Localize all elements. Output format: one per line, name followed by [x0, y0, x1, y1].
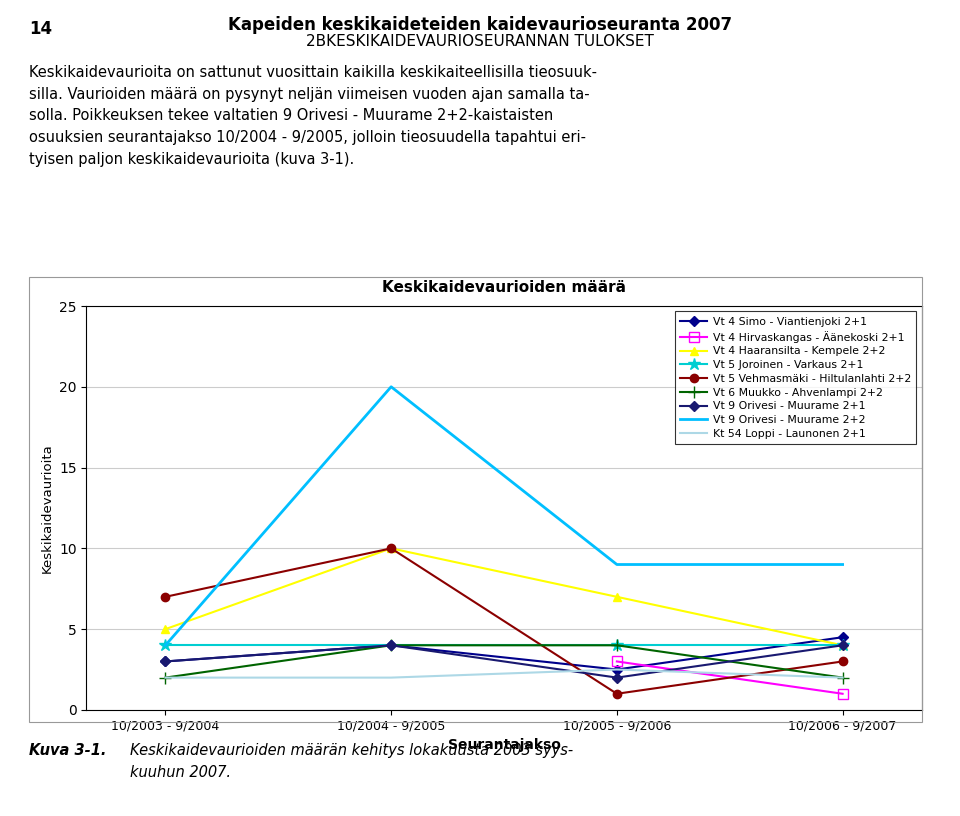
X-axis label: Seurantajakso: Seurantajakso: [447, 738, 561, 752]
Text: Kapeiden keskikaideteiden kaidevaurioseuranta 2007: Kapeiden keskikaideteiden kaidevaurioseu…: [228, 16, 732, 34]
Text: Keskikaidevaurioita on sattunut vuosittain kaikilla keskikaiteellisilla tieosuuk: Keskikaidevaurioita on sattunut vuositta…: [29, 65, 597, 166]
Text: 2BKESKIKAIDEVAURIOSEURANNAN TULOKSET: 2BKESKIKAIDEVAURIOSEURANNAN TULOKSET: [306, 34, 654, 49]
Legend: Vt 4 Simo - Viantienjoki 2+1, Vt 4 Hirvaskangas - Äänekoski 2+1, Vt 4 Haaransilt: Vt 4 Simo - Viantienjoki 2+1, Vt 4 Hirva…: [675, 312, 916, 445]
Y-axis label: Keskikaidevaurioita: Keskikaidevaurioita: [40, 443, 54, 573]
Text: 14: 14: [29, 20, 52, 38]
Title: Keskikaidevaurioiden määrä: Keskikaidevaurioiden määrä: [382, 280, 626, 295]
Text: Keskikaidevaurioiden määrän kehitys lokakuusta 2003 syys-
kuuhun 2007.: Keskikaidevaurioiden määrän kehitys loka…: [130, 743, 573, 780]
Text: Kuva 3-1.: Kuva 3-1.: [29, 743, 107, 757]
